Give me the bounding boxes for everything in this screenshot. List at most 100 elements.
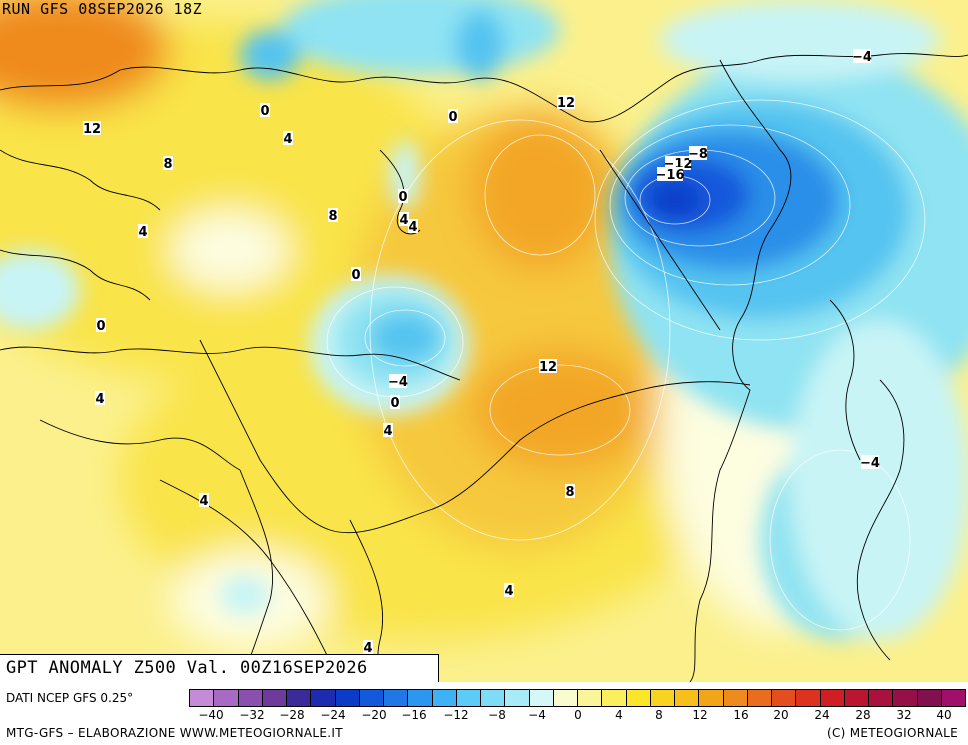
contour-label-bg: [689, 146, 707, 160]
coastline-arctic: [0, 53, 968, 123]
contour-label-bg: [853, 49, 871, 63]
contour-label: 4: [95, 392, 104, 407]
legend-swatch: [432, 690, 457, 706]
field-orange-northwest: [0, 0, 170, 110]
field-blue-deep-east: [650, 182, 700, 218]
legend-ticks: −40 −32 −28 −24 −20 −16 −12 −8 −4 0 4 8 12 16 20 24 28 32…: [189, 708, 966, 724]
field-blue-light-centre: [370, 313, 440, 363]
contour-label: 4: [399, 213, 408, 228]
legend-tick-label: −32: [239, 708, 265, 722]
contour-label: −4: [852, 50, 872, 65]
contour-label-bg: [96, 318, 106, 332]
legend-swatch: [335, 690, 360, 706]
legend-swatch: [311, 690, 336, 706]
copyright: (C) METEOGIORNALE: [826, 726, 958, 740]
field-cyan-light-caspian: [390, 140, 420, 210]
contour-line: [489, 364, 631, 456]
legend-swatch: [359, 690, 384, 706]
field-orange-north: [470, 110, 610, 270]
contour-label-bg: [665, 156, 691, 170]
legend-tick-label: −28: [279, 708, 305, 722]
coastlines-and-borders: [0, 53, 968, 682]
contour-label: 0: [390, 396, 399, 411]
legend-tick-label: −40: [198, 708, 224, 722]
contour-label: 0: [351, 268, 360, 283]
contour-line: [484, 134, 596, 256]
legend-tick-label: 24: [814, 708, 830, 722]
legend-swatch: [190, 690, 215, 706]
data-source: DATI NCEP GFS 0.25°: [6, 691, 134, 705]
contour-label: 4: [199, 494, 208, 509]
contour-label-bg: [390, 395, 400, 409]
legend-tick-label: 28: [855, 708, 871, 722]
field-cyan-light-west: [0, 250, 80, 330]
legend-swatch: [820, 690, 845, 706]
contour-label: 8: [565, 485, 574, 500]
contour-label: −4: [388, 375, 408, 390]
legend-swatch: [262, 690, 287, 706]
map-title: GPT ANOMALY Z500 Val. 00Z16SEP2026: [6, 658, 368, 678]
legend-tick-label: −20: [361, 708, 387, 722]
legend-swatch: [384, 690, 409, 706]
contour-label: 4: [363, 641, 372, 656]
legend-swatch: [456, 690, 481, 706]
map-area: 12 0 4 8 4 0 0 4 0 4 8 4 0 12 −12 −8 −16 −4 −4 0 12 4 4 8 −4 4 4: [0, 0, 968, 682]
legend-tick-label: 16: [733, 708, 749, 722]
legend-tick-label: −8: [488, 708, 506, 722]
legend-swatch: [602, 690, 627, 706]
contour-label: 4: [504, 584, 513, 599]
contour-label-bg: [399, 212, 409, 226]
legend-swatch: [650, 690, 675, 706]
border-europe-south: [0, 249, 151, 301]
border-india: [159, 479, 341, 682]
field-cyan-light-southeast: [790, 320, 968, 640]
legend-swatch: [408, 690, 433, 706]
contour-label-bg: [283, 131, 293, 145]
contour-label: 4: [408, 220, 417, 235]
legend-swatch: [941, 690, 965, 706]
legend-swatch: [699, 690, 724, 706]
contour-label: 0: [260, 104, 269, 119]
contour-label-bg: [539, 359, 557, 373]
contour-label: 4: [283, 132, 292, 147]
contour-label-bg: [260, 103, 270, 117]
coastline-caspian: [379, 149, 421, 235]
contour-label: 12: [83, 122, 101, 137]
legend-swatch: [626, 690, 651, 706]
legend-swatch: [796, 690, 821, 706]
legend-swatch: [675, 690, 700, 706]
legend-swatch: [578, 690, 603, 706]
contour-label: 0: [96, 319, 105, 334]
contour-label-bg: [389, 374, 407, 388]
legend-swatch: [893, 690, 918, 706]
contour-label: 8: [328, 209, 337, 224]
legend-tick-label: 12: [692, 708, 708, 722]
legend-tick-label: −4: [528, 708, 546, 722]
legend-tick-label: 20: [773, 708, 789, 722]
title-box: GPT ANOMALY Z500 Val. 00Z16SEP2026: [0, 654, 439, 683]
contour-label-bg: [565, 484, 575, 498]
legend-swatch: [238, 690, 263, 706]
legend-tick-label: 4: [615, 708, 623, 722]
contour-label-bg: [448, 109, 458, 123]
contour-label: 8: [163, 157, 172, 172]
contour-label-bg: [861, 455, 879, 469]
legend-tick-label: 0: [574, 708, 582, 722]
credits: MTG-GFS – ELABORAZIONE WWW.METEOGIORNALE…: [6, 726, 343, 740]
legend-tick-label: −16: [401, 708, 427, 722]
border-east-asia-inland: [599, 149, 721, 331]
legend-swatch: [214, 690, 239, 706]
contour-label: 4: [383, 424, 392, 439]
contour-label: 0: [398, 190, 407, 205]
contour-label-bg: [351, 267, 361, 281]
border-china-north: [199, 339, 751, 534]
legend-swatch: [529, 690, 554, 706]
contour-line: [769, 449, 911, 631]
contour-label-bg: [408, 219, 418, 233]
contour-label: 12: [539, 360, 557, 375]
border-central-asia: [0, 346, 461, 381]
border-caspian-south: [39, 419, 241, 471]
legend-swatch: [772, 690, 797, 706]
